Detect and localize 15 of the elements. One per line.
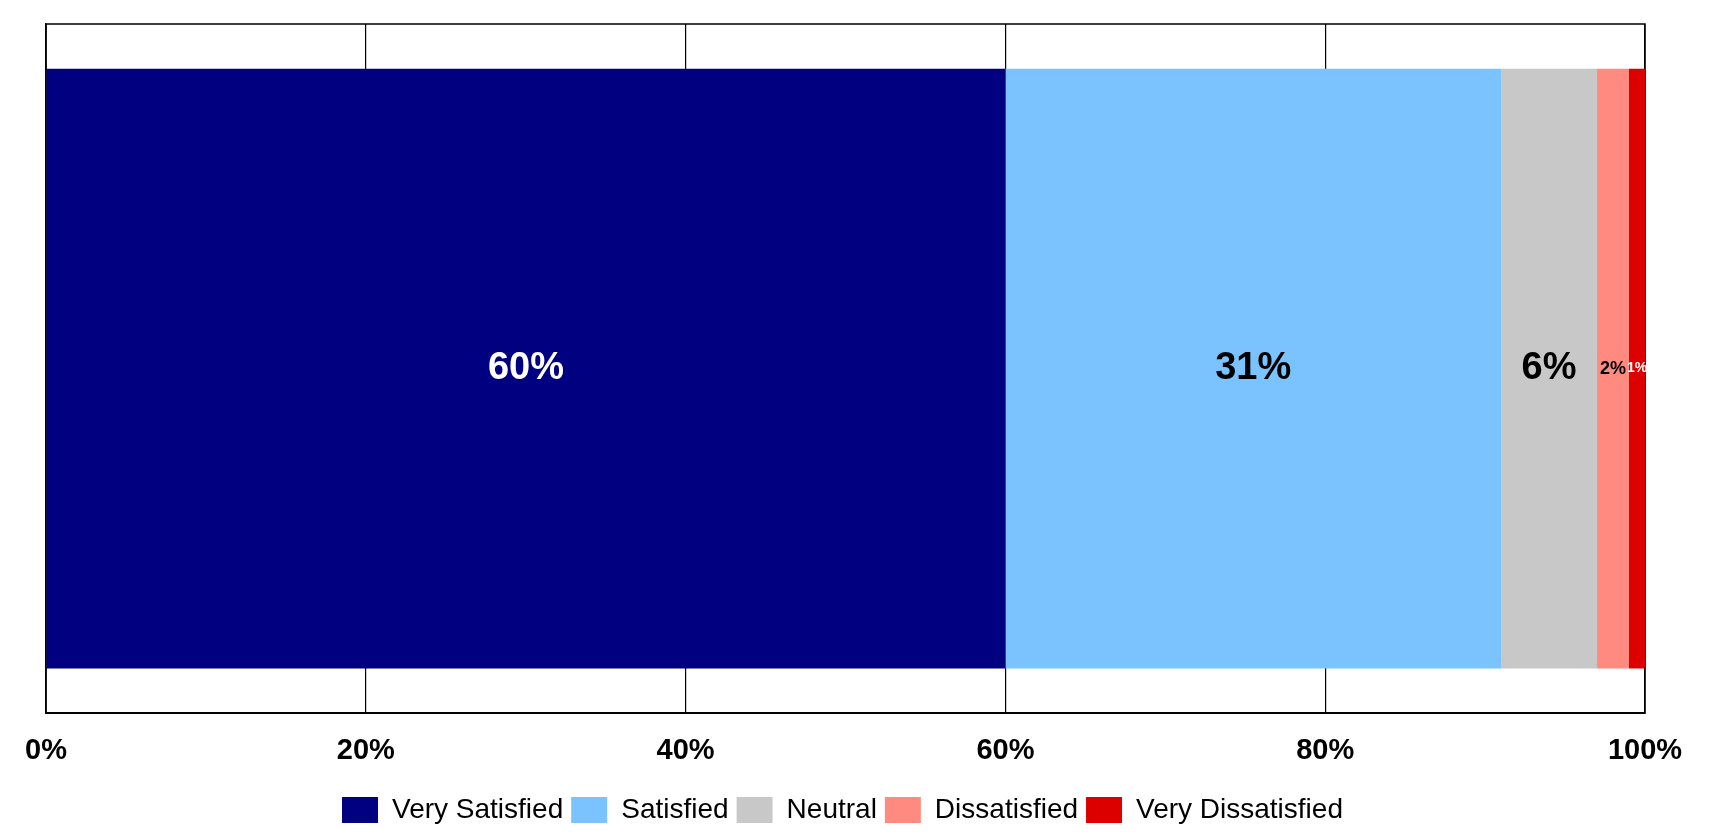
- x-tick-label: 0%: [25, 732, 68, 765]
- legend-label: Dissatisfied: [934, 792, 1079, 824]
- x-tick-label: 40%: [656, 732, 715, 765]
- legend-label: Satisfied: [621, 792, 729, 824]
- x-tick-label: 100%: [1607, 732, 1683, 765]
- legend-label: Very Dissatisfied: [1136, 792, 1343, 824]
- data-label: 6%: [1521, 345, 1577, 388]
- data-label: 31%: [1215, 345, 1292, 388]
- x-tick-label: 60%: [976, 732, 1035, 765]
- data-label: 2%: [1600, 357, 1627, 378]
- x-tick-label: 20%: [336, 732, 396, 765]
- x-tick-label: 80%: [1296, 732, 1355, 765]
- legend-label: Neutral: [786, 792, 877, 824]
- legend-label: Very Satisfied: [392, 792, 564, 824]
- data-label: 60%: [487, 345, 565, 388]
